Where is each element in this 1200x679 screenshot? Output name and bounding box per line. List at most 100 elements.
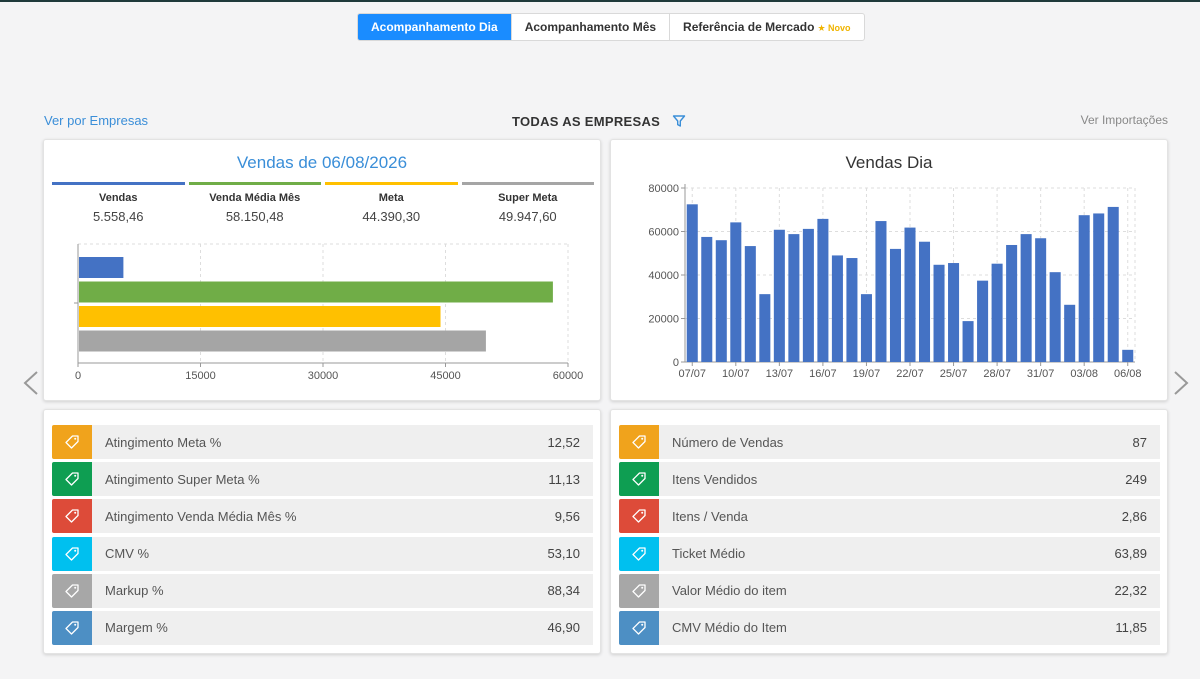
- indicador-label: Atingimento Venda Média Mês %: [105, 508, 297, 524]
- filter-icon[interactable]: [672, 114, 686, 128]
- stat-vendas: Vendas 5.558,46: [52, 182, 185, 224]
- tab-acompanhamento-mes[interactable]: Acompanhamento Mês: [512, 14, 671, 40]
- bar-15-07: [802, 228, 814, 362]
- x-tick-label: 16/07: [809, 368, 837, 380]
- x-tick-label: 07/07: [678, 368, 706, 380]
- vendas-stats: Vendas 5.558,46 Venda Média Mês 58.150,4…: [52, 182, 594, 224]
- indicador-body: Atingimento Super Meta % 11,13: [92, 462, 593, 497]
- bar-24-07: [933, 264, 945, 362]
- bar-28-07: [991, 263, 1003, 362]
- bar-07-07: [686, 204, 698, 362]
- bar-14-07: [788, 234, 800, 362]
- stat-label: Super Meta: [498, 192, 558, 204]
- bar-25-07: [948, 263, 960, 362]
- bar-13-07: [773, 229, 785, 362]
- x-tick-label: 13/07: [766, 368, 794, 380]
- bar-20-07: [875, 221, 887, 362]
- indicador-value: 63,89: [1114, 546, 1147, 562]
- bar-22-07: [904, 227, 916, 362]
- tag-icon: [619, 462, 659, 497]
- y-tick-label: 80000: [648, 183, 679, 195]
- indicador-row: Ticket Médio 63,89: [619, 536, 1160, 571]
- indicador-value: 2,86: [1121, 508, 1147, 524]
- y-tick-label: 20000: [648, 314, 679, 326]
- x-tick-label: 25/07: [940, 368, 968, 380]
- indicadores-percentuais-panel: Atingimento Meta % 12,52 Atingimento Super…: [43, 409, 601, 654]
- indicador-row: Atingimento Super Meta % 11,13: [52, 462, 593, 497]
- stat-value: 49.947,60: [498, 209, 557, 224]
- indicador-body: Itens / Venda 2,86: [659, 499, 1160, 534]
- indicador-body: Markup % 88,34: [92, 573, 593, 608]
- tag-icon: [52, 499, 92, 534]
- tag-icon: [619, 573, 659, 608]
- tag-icon: [52, 610, 92, 645]
- indicadores-vendas-panel: Número de Vendas 87 Itens Vendidos 249 Itens…: [610, 409, 1168, 654]
- stat-super-meta: Super Meta 49.947,60: [461, 182, 594, 224]
- ver-por-empresas-link[interactable]: Ver por Empresas: [44, 113, 149, 128]
- tag-icon: [619, 425, 659, 459]
- bar-vendas: [79, 257, 124, 278]
- vendas-hbar-chart: 0 15000 30000 45000 60000: [74, 243, 583, 382]
- ver-importacoes-link[interactable]: Ver Importações: [1080, 113, 1168, 127]
- bar-16-07: [817, 218, 829, 362]
- indicador-body: Atingimento Venda Média Mês % 9,56: [92, 499, 593, 534]
- indicador-value: 87: [1132, 434, 1147, 450]
- indicador-body: Atingimento Meta % 12,52: [92, 425, 593, 459]
- x-tick-label: 19/07: [853, 368, 881, 380]
- tab-acompanhamento-dia[interactable]: Acompanhamento Dia: [358, 14, 512, 40]
- indicador-value: 9,56: [554, 508, 580, 524]
- chevron-right-icon[interactable]: [1172, 370, 1190, 396]
- indicador-label: Itens Vendidos: [672, 471, 758, 487]
- chevron-left-icon[interactable]: [22, 370, 40, 396]
- novo-badge: ★ Novo: [817, 23, 851, 33]
- indicador-row: CMV % 53,10: [52, 536, 593, 571]
- bar-05-08: [1107, 206, 1119, 362]
- tab-referencia-mercado-label: Referência de Mercado: [683, 20, 815, 34]
- indicador-value: 46,90: [547, 620, 580, 636]
- y-tick-label: 40000: [648, 270, 679, 282]
- indicador-label: CMV %: [105, 546, 150, 562]
- indicador-row: Atingimento Venda Média Mês % 9,56: [52, 499, 593, 534]
- indicador-value: 11,85: [1115, 620, 1147, 636]
- x-tick-label: 45000: [430, 370, 461, 382]
- indicador-body: Número de Vendas 87: [659, 425, 1160, 459]
- indicador-row: Atingimento Meta % 12,52: [52, 425, 593, 459]
- stat-label: Meta: [378, 192, 404, 204]
- indicador-value: 12,52: [547, 434, 580, 450]
- x-tick-label: 0: [75, 370, 81, 382]
- tag-icon: [52, 536, 92, 571]
- indicador-row: Itens / Venda 2,86: [619, 499, 1160, 534]
- indicador-label: Valor Médio do item: [672, 583, 787, 599]
- tag-icon: [52, 573, 92, 608]
- bar-meta: [79, 306, 441, 327]
- bar-27-07: [977, 280, 989, 362]
- indicador-body: Itens Vendidos 249: [659, 462, 1160, 497]
- vendas-panel-title: Vendas de 06/08/2026: [236, 153, 408, 172]
- stat-label: Venda Média Mês: [209, 192, 301, 204]
- bar-18-07: [846, 258, 858, 362]
- indicador-row: Valor Médio do item 22,32: [619, 573, 1160, 608]
- bar-01-08: [1049, 272, 1061, 362]
- tab-bar: Acompanhamento Dia Acompanhamento Mês Re…: [357, 13, 865, 41]
- bar-12-07: [759, 294, 771, 362]
- indicador-value: 22,32: [1114, 583, 1147, 599]
- indicador-body: Valor Médio do item 22,32: [659, 573, 1160, 608]
- stat-color-bar: [52, 182, 185, 185]
- stat-venda-media-mes: Venda Média Mês 58.150,48: [188, 182, 321, 224]
- bar-08-07: [701, 236, 713, 362]
- indicador-label: Número de Vendas: [672, 434, 784, 450]
- y-tick-label: 0: [673, 357, 679, 369]
- x-tick-label: 06/08: [1114, 368, 1142, 380]
- tag-icon: [52, 462, 92, 497]
- stat-meta: Meta 44.390,30: [325, 182, 458, 224]
- stat-color-bar: [188, 182, 321, 185]
- vendas-dia-panel: Vendas de 06/08/2026 Vendas 5.558,46 Ven…: [43, 139, 601, 401]
- bar-venda-m-dia-m-s: [79, 281, 553, 303]
- y-tick-label: 60000: [648, 227, 679, 239]
- vendas-dia-chart-title: Vendas Dia: [845, 153, 933, 172]
- indicador-label: Atingimento Meta %: [105, 434, 222, 450]
- indicador-value: 249: [1125, 471, 1147, 487]
- indicador-label: Margem %: [105, 620, 168, 636]
- bar-26-07: [962, 321, 974, 362]
- tab-referencia-mercado[interactable]: Referência de Mercado ★ Novo: [670, 14, 863, 40]
